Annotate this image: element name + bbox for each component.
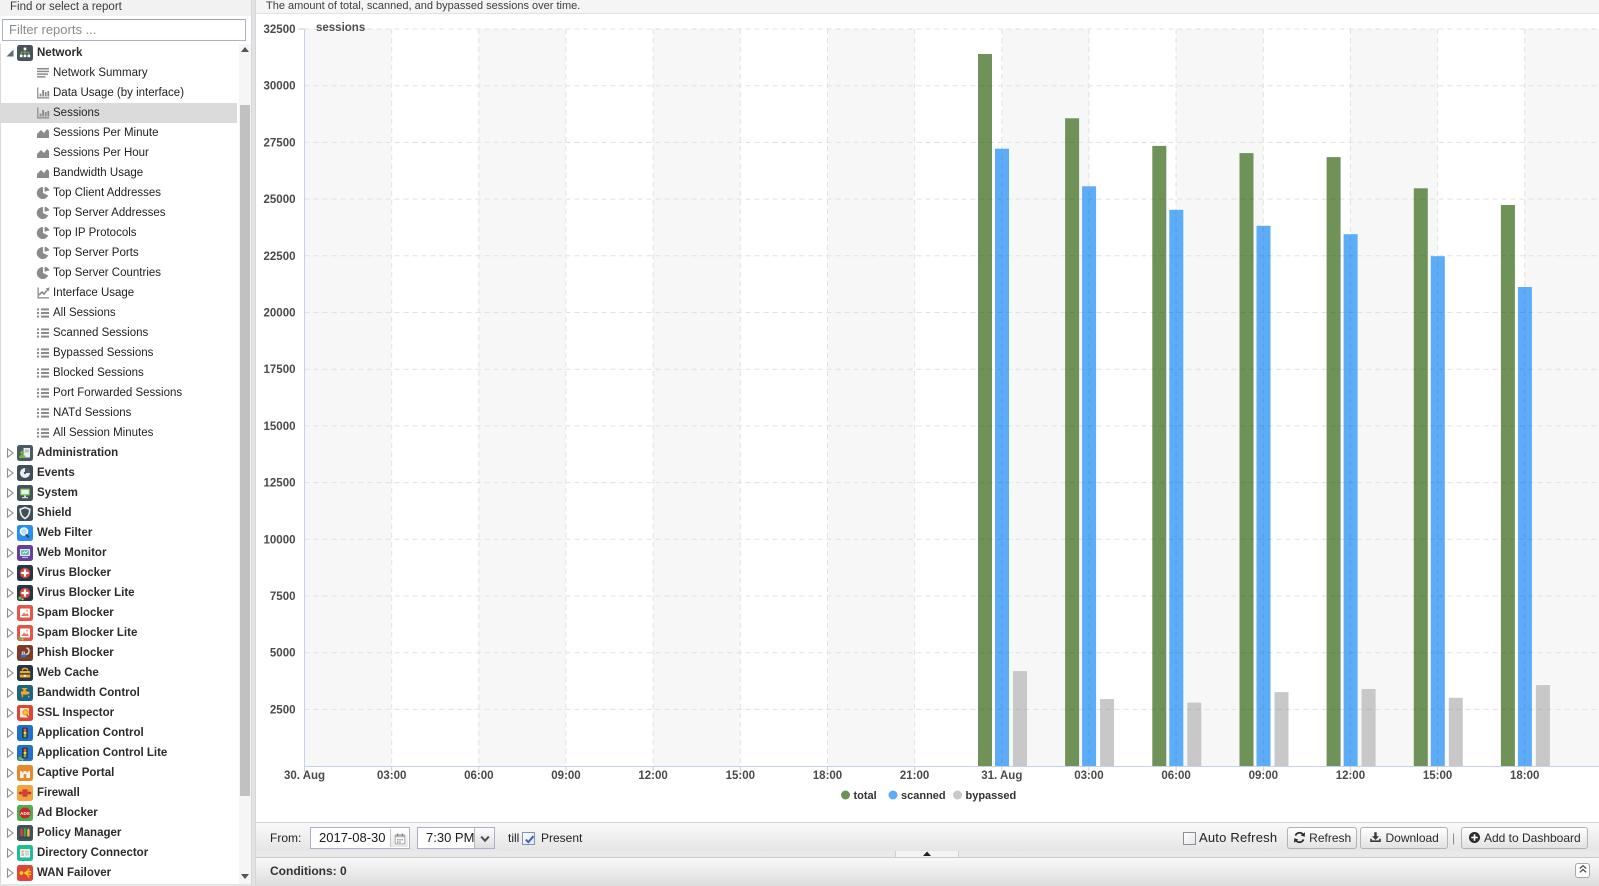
svg-text:03:00: 03:00: [377, 770, 406, 782]
svg-text:21:00: 21:00: [900, 770, 929, 782]
svg-text:25000: 25000: [264, 194, 296, 206]
svg-text:12:00: 12:00: [1336, 770, 1365, 782]
svg-text:09:00: 09:00: [1249, 770, 1278, 782]
svg-text:15:00: 15:00: [1423, 770, 1452, 782]
svg-text:17500: 17500: [264, 364, 296, 376]
svg-text:31. Aug: 31. Aug: [981, 770, 1022, 782]
svg-text:10000: 10000: [264, 534, 296, 546]
svg-text:03:00: 03:00: [1074, 770, 1103, 782]
svg-text:20000: 20000: [264, 308, 296, 320]
svg-text:12500: 12500: [264, 478, 296, 490]
svg-text:15000: 15000: [264, 421, 296, 433]
svg-text:scanned: scanned: [901, 790, 946, 802]
svg-text:30. Aug: 30. Aug: [284, 770, 325, 782]
svg-text:18:00: 18:00: [813, 770, 842, 782]
svg-text:5000: 5000: [270, 648, 296, 660]
svg-text:sessions: sessions: [316, 22, 365, 34]
svg-text:2500: 2500: [270, 704, 296, 716]
svg-text:32500: 32500: [264, 24, 296, 36]
svg-text:ADS: ADS: [20, 810, 30, 815]
svg-text:12:00: 12:00: [638, 770, 667, 782]
svg-text:bypassed: bypassed: [966, 790, 1017, 802]
svg-text:22500: 22500: [264, 251, 296, 263]
svg-text:7500: 7500: [270, 591, 296, 603]
svg-text:09:00: 09:00: [551, 770, 580, 782]
svg-text:06:00: 06:00: [1161, 770, 1190, 782]
svg-text:27500: 27500: [264, 137, 296, 149]
svg-text:18:00: 18:00: [1510, 770, 1539, 782]
svg-text:15:00: 15:00: [726, 770, 755, 782]
svg-text:30000: 30000: [264, 81, 296, 93]
svg-text:total: total: [854, 790, 877, 802]
svg-text:06:00: 06:00: [464, 770, 493, 782]
